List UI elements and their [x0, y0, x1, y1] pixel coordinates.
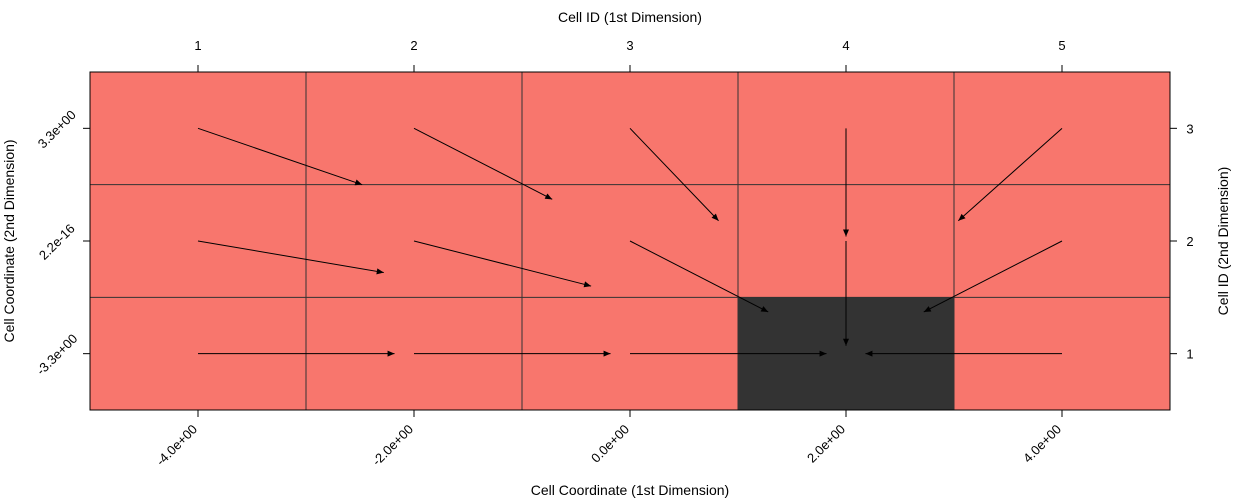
- right-axis-label: Cell ID (2nd Dimension): [1215, 167, 1231, 316]
- arrow-head: [387, 350, 395, 357]
- x-tick-label: 4.0e+00: [1020, 422, 1064, 466]
- arrow-head: [819, 350, 827, 357]
- top-axis-label: Cell ID (1st Dimension): [558, 9, 702, 25]
- arrow-head: [603, 350, 611, 357]
- heatmap-cell: [954, 72, 1170, 185]
- movement-arrow: [413, 240, 592, 288]
- x-tick-label: -2.0e+00: [369, 422, 416, 469]
- top-tick-label: 5: [1058, 38, 1065, 53]
- arrow-head: [843, 338, 849, 346]
- movement-arrow: [957, 127, 1063, 222]
- x-tick-label: -4.0e+00: [153, 422, 200, 469]
- y-tick-label: 2.2e-16: [36, 221, 78, 263]
- arrow-head: [923, 306, 932, 312]
- y-axis-label: Cell Coordinate (2nd Dimension): [1, 139, 17, 342]
- arrow-head: [583, 281, 592, 288]
- arrow-head: [376, 268, 384, 275]
- arrow-head: [843, 229, 849, 237]
- y-tick-label: 3.3e+00: [35, 107, 79, 151]
- arrow-head: [958, 213, 966, 221]
- top-tick-label: 2: [410, 38, 417, 53]
- y-tick-label: -3.3e+00: [33, 331, 80, 378]
- arrow-head: [711, 213, 719, 221]
- arrow-head: [865, 350, 873, 357]
- top-tick-label: 4: [842, 38, 849, 53]
- right-tick-label: 1: [1186, 347, 1193, 362]
- x-tick-label: 2.0e+00: [804, 422, 848, 466]
- top-tick-label: 1: [194, 38, 201, 53]
- arrow-head: [760, 306, 769, 312]
- movement-arrows: [197, 127, 1063, 357]
- movement-arrow: [414, 350, 611, 357]
- movement-arrow: [630, 350, 827, 357]
- x-tick-label: 0.0e+00: [588, 422, 632, 466]
- right-tick-label: 2: [1186, 234, 1193, 249]
- movement-arrow: [843, 128, 849, 237]
- x-axis-label: Cell Coordinate (1st Dimension): [531, 482, 729, 498]
- movement-arrow: [629, 240, 769, 313]
- right-tick-label: 3: [1186, 121, 1193, 136]
- movement-arrow: [197, 240, 384, 275]
- movement-arrow: [629, 127, 719, 222]
- movement-arrow: [197, 127, 363, 186]
- movement-arrow: [923, 240, 1063, 313]
- movement-arrow: [198, 350, 395, 357]
- movement-arrow: [865, 350, 1062, 357]
- top-tick-label: 3: [626, 38, 633, 53]
- arrow-head: [544, 193, 553, 200]
- movement-arrow: [843, 241, 849, 346]
- movement-arrow: [413, 127, 553, 200]
- arrow-head: [354, 179, 363, 186]
